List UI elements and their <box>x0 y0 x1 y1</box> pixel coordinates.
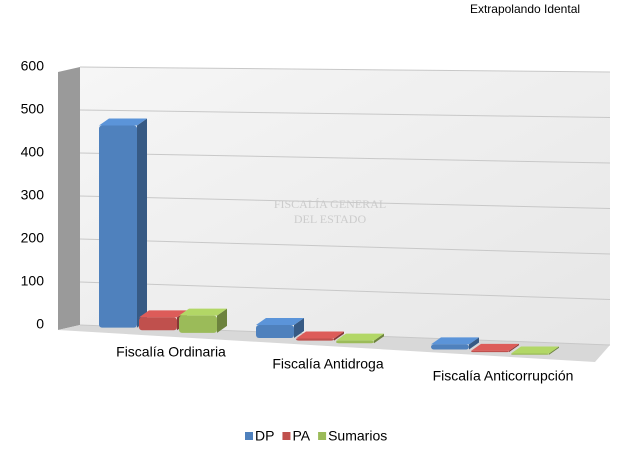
bar <box>431 344 469 350</box>
y-tick-label: 400 <box>21 144 45 160</box>
bar <box>296 338 334 341</box>
legend-swatch <box>318 432 327 440</box>
legend-label: DP <box>255 428 274 444</box>
grid-line <box>79 281 611 300</box>
y-tick-label: 500 <box>21 101 45 117</box>
legend-label: PA <box>292 428 310 444</box>
floor <box>58 325 610 362</box>
y-tick-label: 600 <box>21 58 45 74</box>
bar-top <box>511 346 559 354</box>
bar-top <box>256 318 304 326</box>
watermark: FISCALÍA GENERAL <box>274 197 386 211</box>
bar-side <box>374 333 384 344</box>
grid-line <box>79 66 611 73</box>
bar <box>139 317 177 331</box>
bar-side <box>294 318 304 338</box>
bar-top <box>99 118 147 126</box>
chart-title: Extrapolando Idental <box>470 2 580 16</box>
bar <box>179 315 217 333</box>
watermark: DEL ESTADO <box>294 212 367 226</box>
y-tick-label: 200 <box>21 230 45 246</box>
grid-line <box>79 195 611 209</box>
bar-side <box>217 308 227 333</box>
y-tick-label: 100 <box>21 273 45 289</box>
legend-swatch <box>282 432 291 440</box>
back-wall <box>80 67 610 345</box>
bar <box>336 340 374 344</box>
bar-side <box>509 343 519 353</box>
y-tick-label: 0 <box>36 316 44 332</box>
x-tick-label: Fiscalía Anticorrupción <box>433 368 574 384</box>
side-wall <box>58 67 80 330</box>
bar-side <box>334 331 344 341</box>
legend-swatch <box>245 432 253 440</box>
bar-top <box>179 308 227 316</box>
bar-top <box>431 337 479 345</box>
bar-side <box>549 346 559 355</box>
bar <box>256 325 294 338</box>
bar <box>511 353 549 355</box>
grid-line <box>79 152 611 164</box>
legend: DP PA Sumarios <box>245 428 387 444</box>
legend-label: Sumarios <box>328 428 387 444</box>
grid-line <box>79 109 611 118</box>
x-tick-label: Fiscalía Ordinaria <box>116 344 226 360</box>
y-tick-label: 300 <box>21 187 45 203</box>
bar-top <box>139 310 187 318</box>
bar-top <box>336 333 384 341</box>
bar-side <box>469 337 479 350</box>
bar-side <box>137 118 147 328</box>
bar <box>471 350 509 353</box>
bar <box>99 125 137 328</box>
bar-top <box>296 331 344 339</box>
x-tick-label: Fiscalía Antidroga <box>272 356 383 372</box>
bar-top <box>471 343 519 351</box>
grid-line <box>79 238 611 255</box>
